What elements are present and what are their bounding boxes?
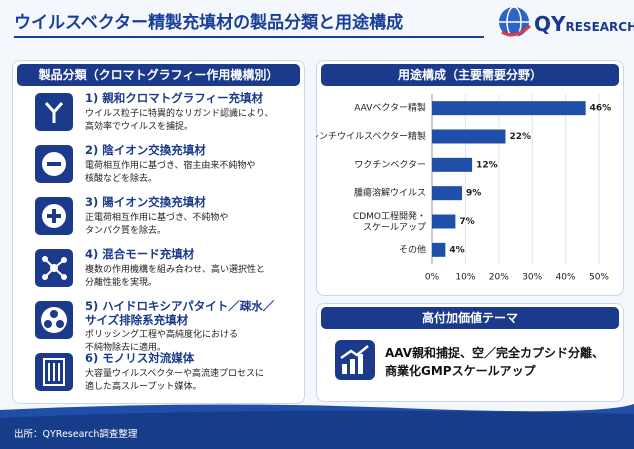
bar <box>432 129 506 144</box>
item-title: 2) 陰イオン交換充填材 <box>85 143 206 157</box>
x-tick-label: 20% <box>489 273 509 283</box>
value-label: 12% <box>476 160 498 170</box>
item-text: 正電荷相互作用に基づき、不純物や タンパク質を除去。 <box>85 213 229 236</box>
bar <box>432 214 456 229</box>
item-title: 1) 親和クロマトグラフィー充填材 <box>85 91 264 105</box>
chart-title: 用途構成（主要需要分野） <box>321 64 619 86</box>
product-item: 6) モノリス対流媒体大容量ウイルスベクターや高流速プロセスに 適した高スループ… <box>35 351 310 399</box>
y-tick-label: レンチウイルスベクター精製 <box>316 130 426 142</box>
x-tick-label: 30% <box>522 273 542 283</box>
footer-source: 出所：QYResearch調査整理 <box>14 429 138 440</box>
item-text: 複数の作用機構を組み合わせ、高い選択性と 分離性能を実現。 <box>85 265 266 288</box>
product-panel: 製品分類（クロマトグラフィー作用機構別） 1) 親和クロマトグラフィー充填材ウイ… <box>12 60 305 404</box>
value-label: 22% <box>509 132 531 142</box>
growth-icon <box>335 340 375 380</box>
value-label: 7% <box>459 217 474 227</box>
value-panel: 高付加価値テーマ AAV親和捕捉、空／完全カプシド分離、 商業化GMPスケールア… <box>316 303 624 402</box>
item-title: 6) モノリス対流媒体 <box>85 351 195 365</box>
product-item: 5) ハイドロキシアパタイト／疎水／ サイズ排除系充填材ポリッシング工程や高純度… <box>35 299 310 353</box>
value-label: 4% <box>449 245 464 255</box>
panel-title: 製品分類（クロマトグラフィー作用機構別） <box>17 64 300 86</box>
item-text: 大容量ウイルスベクターや高流速プロセスに 適した高スループット媒体。 <box>85 369 265 392</box>
item-text: ポリッシング工程や高純度化における 不純物除去に適用。 <box>85 330 239 353</box>
product-item: 4) 混合モード充填材複数の作用機構を組み合わせ、高い選択性と 分離性能を実現。 <box>35 247 310 295</box>
x-tick-label: 10% <box>455 273 475 283</box>
value-title: 高付加価値テーマ <box>321 307 619 329</box>
chart-panel: 用途構成（主要需要分野） <box>316 60 624 296</box>
value-text: AAV親和捕捉、空／完全カプシド分離、 商業化GMPスケールアップ <box>385 346 605 378</box>
bar <box>432 242 446 257</box>
value-label: 46% <box>590 104 612 114</box>
logo: QYRESEARCH <box>534 12 634 36</box>
logo-globe <box>499 6 531 38</box>
item-text: 電荷相互作用に基づき、宿主由来不純物や 核酸などを除去。 <box>85 161 256 184</box>
item-title: 4) 混合モード充填材 <box>85 247 195 261</box>
y-tick-label: その他 <box>399 243 426 255</box>
y-tick-label: AAVベクター精製 <box>354 102 426 114</box>
bar <box>432 101 586 116</box>
product-item: 3) 陽イオン交換充填材正電荷相互作用に基づき、不純物や タンパク質を除去。 <box>35 195 310 243</box>
item-title: 3) 陽イオン交換充填材 <box>85 195 206 209</box>
bar <box>432 157 473 172</box>
item-icon <box>35 249 73 287</box>
item-text: ウイルス粒子に特異的なリガンド認識により、 高効率でウイルスを捕捉。 <box>85 109 274 132</box>
item-title: 5) ハイドロキシアパタイト／疎水／ サイズ排除系充填材 <box>85 299 275 327</box>
logo-main: QY <box>534 12 566 36</box>
x-tick-label: 0% <box>425 273 440 283</box>
title-rule <box>14 36 484 38</box>
bar <box>432 186 463 201</box>
item-icon <box>35 197 73 235</box>
logo-sub: RESEARCH <box>565 20 634 34</box>
item-icon <box>35 145 73 183</box>
x-tick-label: 50% <box>589 273 609 283</box>
x-tick-label: 40% <box>556 273 576 283</box>
footer-band <box>0 404 634 449</box>
product-item: 1) 親和クロマトグラフィー充填材ウイルス粒子に特異的なリガンド認識により、 高… <box>35 91 310 139</box>
product-item: 2) 陰イオン交換充填材電荷相互作用に基づき、宿主由来不純物や 核酸などを除去。 <box>35 143 310 191</box>
page-title: ウイルスベクター精製充填材の製品分類と用途構成 <box>14 13 404 33</box>
item-icon <box>35 353 73 391</box>
item-icon <box>35 93 73 131</box>
y-tick-label: CDMO工程開発・スケールアップ <box>353 210 426 233</box>
y-tick-label: ワクチンベクター <box>354 159 426 170</box>
value-label: 9% <box>466 189 481 199</box>
chart: 0% 10% 20% 30% 40% 50% AAVベクター精製 46% レンチウイルスベクター… <box>316 94 612 283</box>
item-icon <box>35 301 73 339</box>
y-tick-label: 腫瘍溶解ウイルス <box>354 187 426 199</box>
